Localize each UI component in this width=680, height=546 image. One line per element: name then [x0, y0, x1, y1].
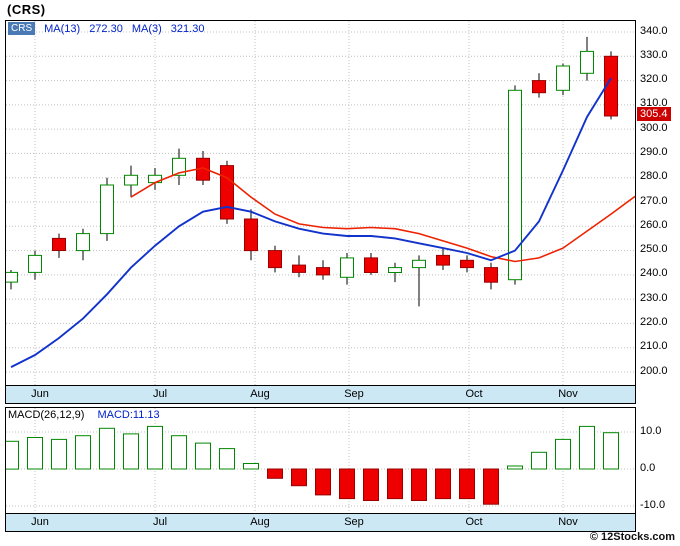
price-chart	[6, 21, 635, 385]
price-tick-label: 230.0	[640, 291, 668, 304]
ma3-value: 321.30	[170, 22, 205, 35]
macd-tick-label: -10.0	[640, 498, 666, 511]
price-tick-label: 260.0	[640, 218, 668, 231]
price-tick-label: 220.0	[640, 315, 668, 328]
price-tick-label: 300.0	[640, 121, 668, 134]
x-axis-month-label: Sep	[344, 388, 364, 400]
price-tick-label: 240.0	[640, 267, 668, 280]
x-axis-month-label: Sep	[344, 516, 364, 528]
ma3-line	[10, 77, 612, 368]
price-tick-label: 280.0	[640, 170, 668, 183]
macd-tick-label: 0.0	[640, 461, 656, 474]
x-axis-month-label: Jun	[31, 516, 49, 528]
ma13-line	[130, 167, 635, 263]
macd-tick-label: 10.0	[640, 424, 662, 437]
macd-chart-frame	[5, 407, 636, 514]
price-tick-label: 250.0	[640, 243, 668, 256]
price-tick-label: 320.0	[640, 73, 668, 86]
macd-bars-layer	[6, 425, 619, 505]
x-axis-month-label: Nov	[558, 516, 578, 528]
macd-x-axis-band: Jun Jul Aug Sep Oct Nov	[5, 513, 636, 532]
price-tick-label: 210.0	[640, 340, 668, 353]
last-price-tag: 305.4	[637, 107, 671, 121]
macd-chart	[6, 408, 635, 513]
price-tick-label: 310.0	[640, 97, 668, 110]
ma13-value: 272.30	[89, 22, 123, 35]
page-title: (CRS)	[7, 2, 46, 17]
x-axis-month-label: Nov	[558, 388, 578, 400]
macd-settings-label: MACD(26,12,9)	[8, 409, 85, 421]
candles-layer	[6, 36, 618, 307]
ticker-badge: CRS	[8, 22, 36, 35]
price-tick-label: 200.0	[640, 364, 668, 377]
x-axis-month-label: Oct	[465, 516, 483, 528]
price-tick-label: 330.0	[640, 48, 668, 61]
x-axis-month-label: Jul	[152, 388, 168, 400]
x-axis-month-label: Aug	[250, 516, 270, 528]
ma3-label: MA(3)	[131, 22, 162, 35]
price-x-axis-band: Jun Jul Aug Sep Oct Nov	[5, 385, 636, 404]
macd-value-label: MACD:11.13	[97, 409, 160, 421]
price-tick-label: 290.0	[640, 145, 668, 158]
x-axis-month-label: Oct	[465, 388, 483, 400]
chart-legend: CRS MA(13) 272.30 MA(3) 321.30	[8, 22, 204, 35]
x-axis-month-label: Jul	[152, 516, 168, 528]
price-chart-frame	[5, 20, 636, 386]
x-axis-month-label: Jun	[31, 388, 49, 400]
ma13-label: MA(13)	[44, 22, 81, 35]
x-axis-month-label: Aug	[250, 388, 270, 400]
copyright-text: © 12Stocks.com	[589, 531, 675, 543]
macd-legend: MACD(26,12,9) MACD:11.13	[8, 409, 160, 421]
price-tick-label: 270.0	[640, 194, 668, 207]
price-tick-label: 340.0	[640, 24, 668, 37]
